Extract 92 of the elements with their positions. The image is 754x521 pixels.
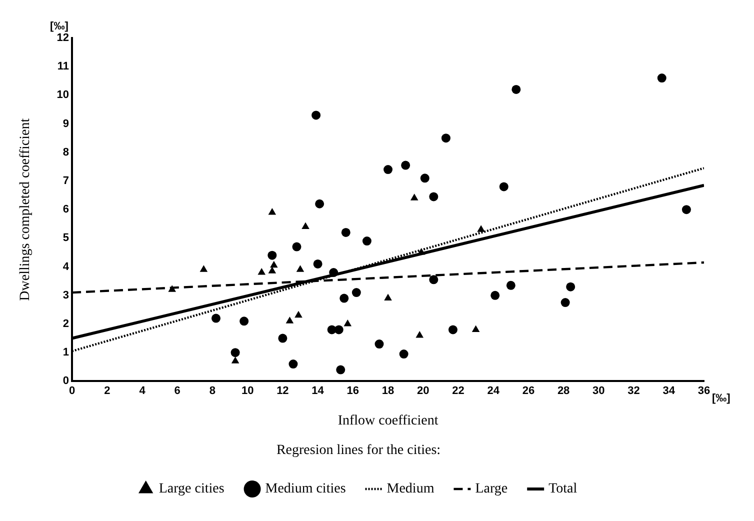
point [566,282,576,292]
y-tick-label: 6 [62,204,70,216]
point [401,160,410,170]
point [315,199,324,208]
y-tick-label: 12 [56,32,70,44]
point [240,316,249,326]
y-tick-label: 1 [62,346,70,359]
x-tick-label: 32 [628,384,640,397]
point [268,266,276,274]
point [340,294,349,303]
point [292,242,302,252]
point [288,360,298,369]
point [352,288,361,298]
point [258,268,266,275]
point [410,194,418,200]
point [230,348,240,358]
text: [‰] [50,20,69,33]
legend-label: Medium cities [265,482,346,497]
point [384,165,393,174]
point [313,259,322,268]
point [384,294,392,301]
x-tick-label: 6 [174,384,180,397]
point [416,330,424,338]
point [278,334,288,343]
y-tick-label: 3 [62,289,70,302]
point [477,225,485,232]
legend-label: Large cities [158,482,224,497]
point [296,265,304,272]
point [682,205,691,214]
point [362,236,372,246]
point [499,182,508,192]
point [472,325,480,332]
x-tick-label: 10 [241,384,254,397]
x-tick-label: 24 [487,384,500,397]
x-axis-title: Inflow coefficient [338,413,438,428]
point [286,316,294,324]
x-tick-label: 20 [417,384,430,397]
point [329,268,338,278]
y-axis-title: Dwellings completed coefficient [18,118,34,301]
point [268,250,277,260]
y-tick-label: 9 [62,118,70,130]
y-tick-label: 11 [57,60,70,73]
x-tick-label: 16 [346,384,360,397]
x-tick-label: 36 [698,384,710,397]
x-tick-label: 2 [104,384,110,397]
point [490,290,500,300]
point [341,228,350,237]
point [200,265,208,272]
point [420,174,430,183]
y-tick-label: 10 [56,89,70,102]
point [168,285,176,292]
x-tick-label: 14 [312,384,325,397]
x-tick-label: 4 [139,384,146,397]
point [231,356,240,364]
y-tick-label: 5 [62,232,70,244]
point [336,365,346,374]
text: [‰] [712,392,731,405]
y-tick-label: 8 [62,146,70,158]
x-tick-label: 26 [522,384,535,397]
legend-title: Regresion lines for the cities: [276,442,441,458]
point [429,192,438,202]
y-tick-label: 2 [62,318,70,330]
legend-label: Total [548,482,578,497]
x-tick-label: 22 [452,384,464,397]
x-tick-label: 30 [592,384,605,397]
point [294,310,302,318]
point [270,260,278,268]
point [512,84,521,94]
x-tick-label: 28 [557,384,570,397]
point [302,222,310,230]
point [399,350,408,359]
point [560,298,570,308]
point [312,110,321,120]
y-tick-label: 7 [62,175,70,188]
point [268,208,276,215]
x-tick-label: 12 [276,384,289,397]
x-tick-label: 34 [662,384,676,397]
x-tick-label: 8 [209,384,216,397]
legend-label: Medium [386,482,434,497]
point [211,314,220,323]
point [441,134,450,143]
x-tick-label: 18 [382,384,394,397]
point [448,325,458,334]
y-tick-label: 4 [62,260,70,273]
point [429,275,438,284]
legend-label: Large [475,482,508,497]
point [334,325,344,334]
point [506,280,516,290]
y-tick-label: 0 [62,375,70,388]
point [344,320,352,326]
point [374,340,384,349]
point [657,74,666,83]
